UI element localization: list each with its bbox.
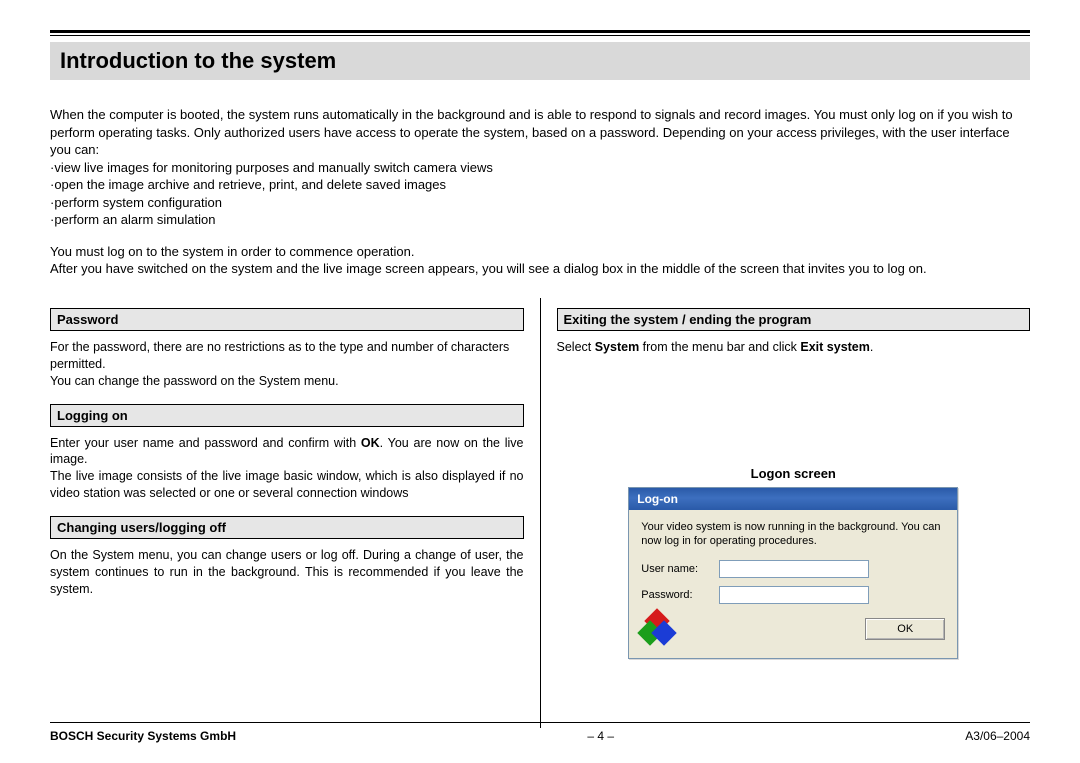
top-rule-thin <box>50 35 1030 36</box>
section-body-password: For the password, there are no restricti… <box>50 339 524 390</box>
title-band: Introduction to the system <box>50 42 1030 80</box>
logon-text-bold-ok: OK <box>361 436 380 450</box>
password-label: Password: <box>641 589 719 601</box>
logon-dialog-body: Your video system is now running in the … <box>629 510 957 659</box>
password-input[interactable] <box>719 586 869 604</box>
footer: BOSCH Security Systems GmbH – 4 – A3/06–… <box>50 722 1030 743</box>
section-head-changing-users: Changing users/logging off <box>50 516 524 539</box>
right-column: Exiting the system / ending the program … <box>541 298 1031 728</box>
section-head-logging-on: Logging on <box>50 404 524 427</box>
footer-right: A3/06–2004 <box>965 729 1030 743</box>
logon-dialog-bottom: OK <box>641 612 945 646</box>
left-column: Password For the password, there are no … <box>50 298 540 728</box>
intro-bullet-3: ·perform system configuration <box>50 194 1030 212</box>
section-body-exiting: Select System from the menu bar and clic… <box>557 339 1031 356</box>
exit-text-bold-exit: Exit system <box>800 340 869 354</box>
exit-text-bold-system: System <box>595 340 639 354</box>
intro-para-2b: After you have switched on the system an… <box>50 260 1030 278</box>
footer-page: – 4 – <box>587 729 614 743</box>
footer-left: BOSCH Security Systems GmbH <box>50 729 236 743</box>
intro-block-1: When the computer is booted, the system … <box>50 106 1030 229</box>
logon-text-pre: Enter your user name and password and co… <box>50 436 361 450</box>
exit-text-post: . <box>870 340 873 354</box>
section-head-exiting: Exiting the system / ending the program <box>557 308 1031 331</box>
logon-dialog: Log-on Your video system is now running … <box>628 487 958 660</box>
intro-bullet-1: ·view live images for monitoring purpose… <box>50 159 1030 177</box>
section-body-changing-users: On the System menu, you can change users… <box>50 547 524 598</box>
intro-bullet-4: ·perform an alarm simulation <box>50 211 1030 229</box>
exit-text-mid: from the menu bar and click <box>639 340 800 354</box>
footer-rule <box>50 722 1030 723</box>
logon-row-username: User name: <box>641 560 945 578</box>
intro-block-2: You must log on to the system in order t… <box>50 243 1030 278</box>
exit-text-pre: Select <box>557 340 595 354</box>
intro-para-2a: You must log on to the system in order t… <box>50 243 1030 261</box>
username-input[interactable] <box>719 560 869 578</box>
ok-button[interactable]: OK <box>865 618 945 640</box>
intro-bullet-2: ·open the image archive and retrieve, pr… <box>50 176 1030 194</box>
page-title: Introduction to the system <box>60 48 1020 74</box>
section-body-logging-on: Enter your user name and password and co… <box>50 435 524 503</box>
section-head-password: Password <box>50 308 524 331</box>
username-label: User name: <box>641 563 719 575</box>
logo-3d-icon <box>641 612 675 646</box>
page: Introduction to the system When the comp… <box>0 0 1080 728</box>
logon-screen-caption: Logon screen <box>557 466 1031 481</box>
intro-para-1: When the computer is booted, the system … <box>50 106 1030 159</box>
logon-row-password: Password: <box>641 586 945 604</box>
logon-dialog-titlebar: Log-on <box>629 488 957 510</box>
top-rule-thick <box>50 30 1030 33</box>
logon-dialog-message: Your video system is now running in the … <box>641 520 945 549</box>
two-column-region: Password For the password, there are no … <box>50 298 1030 728</box>
